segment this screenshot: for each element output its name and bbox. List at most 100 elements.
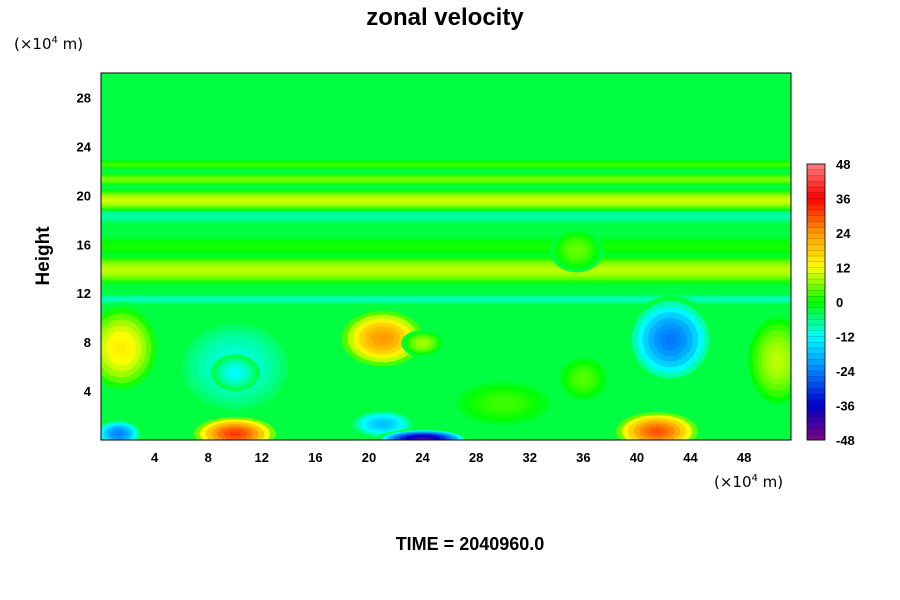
band-6-level-1 [101,163,791,166]
velocity-field [101,73,791,440]
colorbar-level-37 [807,376,825,383]
colorbar-level-38 [807,382,825,389]
colorbar-level-20 [807,279,825,286]
y-tick-label-16: 16 [77,237,91,252]
y-tick-label-24: 24 [77,139,92,154]
colorbar-level-30 [807,336,825,343]
colorbar-level-32 [807,348,825,355]
y-tick-label-12: 12 [77,286,91,301]
feature-2-level-1 [229,431,241,437]
colorbar-level-31 [807,342,825,349]
colorbar-level-39 [807,388,825,395]
colorbar-tick-label-5: -12 [836,330,855,345]
x-tick-label-4: 4 [151,450,159,465]
feature-6-level-1 [664,334,676,346]
colorbar-level-29 [807,330,825,337]
feature-5-level-1 [773,354,782,367]
colorbar-level-34 [807,359,825,366]
x-axis-units-exponent: 4 [752,473,758,484]
colorbar-level-6 [807,198,825,205]
colorbar-level-1 [807,169,825,176]
colorbar-level-26 [807,313,825,320]
colorbar-level-15 [807,250,825,257]
x-tick-label-44: 44 [683,450,698,465]
colorbar-level-45 [807,422,825,429]
colorbar-level-17 [807,261,825,268]
colorbar-level-9 [807,215,825,222]
colorbar-tick-label-3: 12 [836,261,850,276]
band-5-level-1 [101,178,791,181]
colorbar-level-5 [807,192,825,199]
x-tick-label-24: 24 [415,450,430,465]
colorbar-level-36 [807,371,825,378]
colorbar-level-18 [807,267,825,274]
colorbar-tick-label-7: -36 [836,399,855,414]
x-axis-units-prefix: (×10 [714,473,752,491]
feature-9-level-1 [378,422,387,426]
colorbar-level-44 [807,417,825,424]
colorbar-level-7 [807,204,825,211]
colorbar-level-3 [807,181,825,188]
y-axis-label: Height [33,226,54,286]
colorbar-level-8 [807,210,825,217]
colorbar-level-14 [807,244,825,251]
colorbar-level-43 [807,411,825,418]
y-tick-label-28: 28 [77,90,91,105]
colorbar-level-11 [807,227,825,234]
x-tick-label-32: 32 [523,450,537,465]
band-3-level-1 [101,214,791,218]
band-4-level-1 [101,198,791,203]
feature-3-level-1 [651,428,663,435]
x-tick-label-16: 16 [308,450,322,465]
feature-11-level-1 [115,432,122,436]
colorbar-level-21 [807,284,825,291]
colorbar-ticks: 48 36 24 12 0 -12 -24 -36 -48 [836,157,856,448]
colorbar-tick-label-2: 24 [836,226,851,241]
colorbar-level-46 [807,428,825,435]
y-axis-units: (×104 m) [14,35,83,53]
x-axis-units: (×104 m) [714,473,783,491]
colorbar-level-23 [807,296,825,303]
x-tick-label-20: 20 [362,450,376,465]
colorbar-level-24 [807,302,825,309]
y-tick-label-8: 8 [84,335,91,350]
colorbar-level-33 [807,353,825,360]
feature-8-level-1 [231,370,238,376]
colorbar-level-27 [807,319,825,326]
colorbar-level-12 [807,233,825,240]
feature-13-level-1 [496,400,510,407]
x-tick-label-28: 28 [469,450,483,465]
colorbar-tick-label-6: -24 [836,364,856,379]
y-axis-units-prefix: (×10 [14,35,52,53]
colorbar-tick-label-4: 0 [836,295,843,310]
plot-frame [100,72,792,441]
colorbar-level-4 [807,187,825,194]
colorbar-frame [806,163,826,441]
colorbar-tick-label-0: 48 [836,157,850,172]
colorbar-level-13 [807,238,825,245]
colorbar-level-2 [807,175,825,182]
x-axis-ticks: 4 8 12 16 20 24 28 32 36 40 44 48 [151,450,751,465]
colorbar-level-25 [807,307,825,314]
x-tick-label-48: 48 [737,450,751,465]
band-0-level-1 [101,298,791,301]
colorbar-level-42 [807,405,825,412]
y-axis-units-exponent: 4 [52,35,58,46]
x-tick-label-8: 8 [205,450,212,465]
time-label: TIME = 2040960.0 [396,534,545,554]
colorbar-level-40 [807,394,825,401]
colorbar-level-22 [807,290,825,297]
band-2-level-1 [101,245,791,249]
x-tick-label-36: 36 [576,450,590,465]
colorbar-level-16 [807,256,825,263]
colorbar-level-41 [807,399,825,406]
y-axis-units-suffix: m) [58,35,83,53]
colorbar-tick-label-1: 36 [836,192,850,207]
colorbar-level-0 [807,164,825,171]
x-axis-units-suffix: m) [758,473,783,491]
x-tick-label-12: 12 [255,450,269,465]
chart-title: zonal velocity [366,4,524,31]
feature-4-level-1 [116,342,127,355]
x-tick-label-40: 40 [630,450,644,465]
feature-10-level-1 [416,437,429,440]
